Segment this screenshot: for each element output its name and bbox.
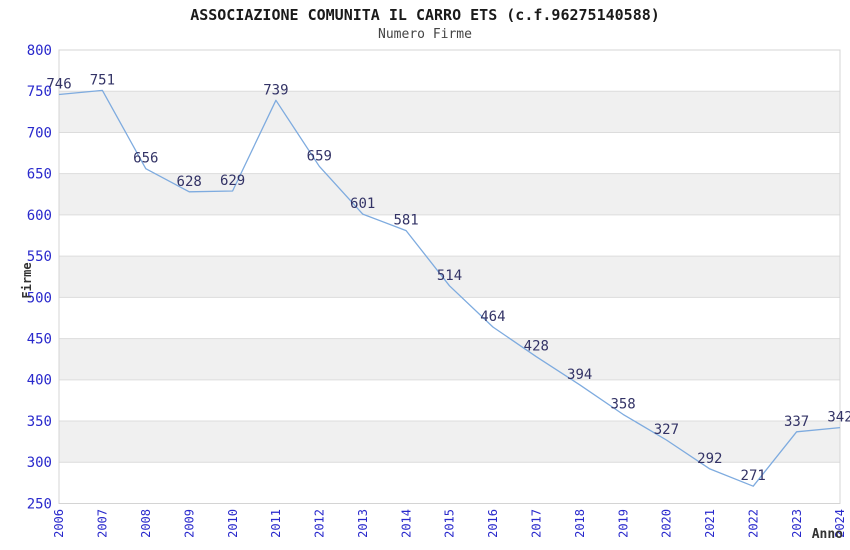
x-tick-label: 2007 <box>96 509 110 538</box>
x-tick-label: 2013 <box>356 509 370 538</box>
chart-subtitle: Numero Firme <box>378 27 472 42</box>
x-tick-label: 2017 <box>530 509 544 538</box>
data-point-label: 629 <box>220 173 245 189</box>
data-point-label: 337 <box>784 414 809 430</box>
data-point-label: 746 <box>46 77 71 93</box>
data-point-label: 358 <box>610 396 635 412</box>
data-point-label: 394 <box>567 367 592 383</box>
plot-band <box>59 338 840 380</box>
plot-band <box>59 173 840 215</box>
x-tick-label: 2016 <box>486 509 500 538</box>
y-tick-label: 250 <box>27 496 52 512</box>
data-point-label: 656 <box>133 151 158 167</box>
x-tick-label: 2014 <box>399 509 413 538</box>
data-point-label: 428 <box>524 339 549 355</box>
x-tick-label: 2011 <box>269 509 283 538</box>
x-tick-label: 2021 <box>703 509 717 538</box>
y-tick-label: 650 <box>27 167 52 183</box>
x-tick-label: 2006 <box>52 509 66 538</box>
x-tick-label: 2024 <box>833 509 847 538</box>
y-tick-label: 800 <box>27 43 52 59</box>
plot-band <box>59 256 840 298</box>
plot-band <box>59 421 840 463</box>
data-point-label: 292 <box>697 451 722 467</box>
x-tick-label: 2019 <box>616 509 630 538</box>
y-tick-label: 700 <box>27 125 52 141</box>
data-point-label: 464 <box>480 309 505 325</box>
y-tick-label: 450 <box>27 332 52 348</box>
x-tick-label: 2018 <box>573 509 587 538</box>
data-point-label: 628 <box>177 174 202 190</box>
x-tick-label: 2009 <box>182 509 196 538</box>
data-point-label: 601 <box>350 196 375 212</box>
chart-title: ASSOCIAZIONE COMUNITA IL CARRO ETS (c.f.… <box>190 6 660 24</box>
data-point-label: 751 <box>90 72 115 88</box>
data-point-label: 659 <box>307 148 332 164</box>
x-tick-label: 2020 <box>660 509 674 538</box>
y-tick-label: 350 <box>27 414 52 430</box>
y-tick-label: 750 <box>27 84 52 100</box>
x-tick-label: 2012 <box>313 509 327 538</box>
x-tick-label: 2022 <box>746 509 760 538</box>
x-tick-label: 2023 <box>790 509 804 538</box>
x-tick-label: 2008 <box>139 509 153 538</box>
data-point-label: 514 <box>437 268 462 284</box>
y-axis-title: Firme <box>20 262 34 298</box>
data-point-label: 739 <box>263 82 288 98</box>
y-tick-label: 600 <box>27 208 52 224</box>
data-point-label: 581 <box>393 213 418 229</box>
plot-border <box>58 49 841 504</box>
data-point-label: 342 <box>827 410 850 426</box>
plot-band <box>59 91 840 133</box>
x-tick-label: 2010 <box>226 509 240 538</box>
x-axis-title: Anno <box>812 527 843 542</box>
x-tick-label: 2015 <box>443 509 457 538</box>
y-tick-label: 550 <box>27 249 52 265</box>
y-tick-label: 500 <box>27 290 52 306</box>
y-tick-label: 300 <box>27 455 52 471</box>
data-point-label: 327 <box>654 422 679 438</box>
series-line <box>58 89 841 487</box>
y-tick-label: 400 <box>27 373 52 389</box>
data-point-label: 271 <box>741 468 766 484</box>
